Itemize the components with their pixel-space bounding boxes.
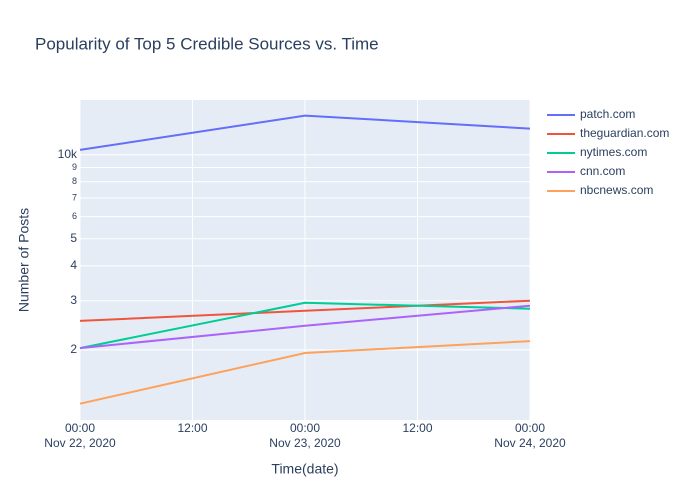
y-tick-label: 6 — [72, 211, 77, 221]
x-tick-label: 00:00 — [290, 421, 320, 435]
y-tick-label: 2 — [70, 342, 77, 356]
x-tick-label: 00:00 — [65, 421, 95, 435]
legend-label: cnn.com — [580, 164, 625, 178]
series-line — [79, 340, 531, 405]
x-tick-label: 12:00 — [177, 421, 207, 435]
chart-title: Popularity of Top 5 Credible Sources vs.… — [35, 34, 379, 53]
y-axis-title: Number of Posts — [16, 208, 32, 312]
x-axis-title: Time(date) — [271, 461, 338, 477]
series-line — [79, 114, 531, 151]
y-tick-label: 5 — [70, 231, 77, 245]
y-tick-label: 4 — [70, 258, 77, 272]
x-tick-label: 12:00 — [402, 421, 432, 435]
x-tick-label: Nov 24, 2020 — [494, 436, 566, 450]
series-line — [79, 299, 531, 322]
legend-label: nbcnews.com — [580, 183, 653, 197]
series-line — [79, 304, 531, 350]
y-tick-label: 10k — [58, 147, 78, 161]
x-tick-label: Nov 23, 2020 — [269, 436, 341, 450]
legend-label: theguardian.com — [580, 126, 669, 140]
x-tick-label: Nov 22, 2020 — [44, 436, 116, 450]
legend-label: nytimes.com — [580, 145, 647, 159]
x-tick-label: 00:00 — [515, 421, 545, 435]
y-tick-label: 8 — [72, 176, 77, 186]
y-tick-label: 3 — [70, 293, 77, 307]
series-line — [79, 301, 531, 350]
y-tick-label: 7 — [72, 192, 77, 202]
legend-label: patch.com — [580, 107, 635, 121]
y-tick-label: 9 — [72, 162, 77, 172]
